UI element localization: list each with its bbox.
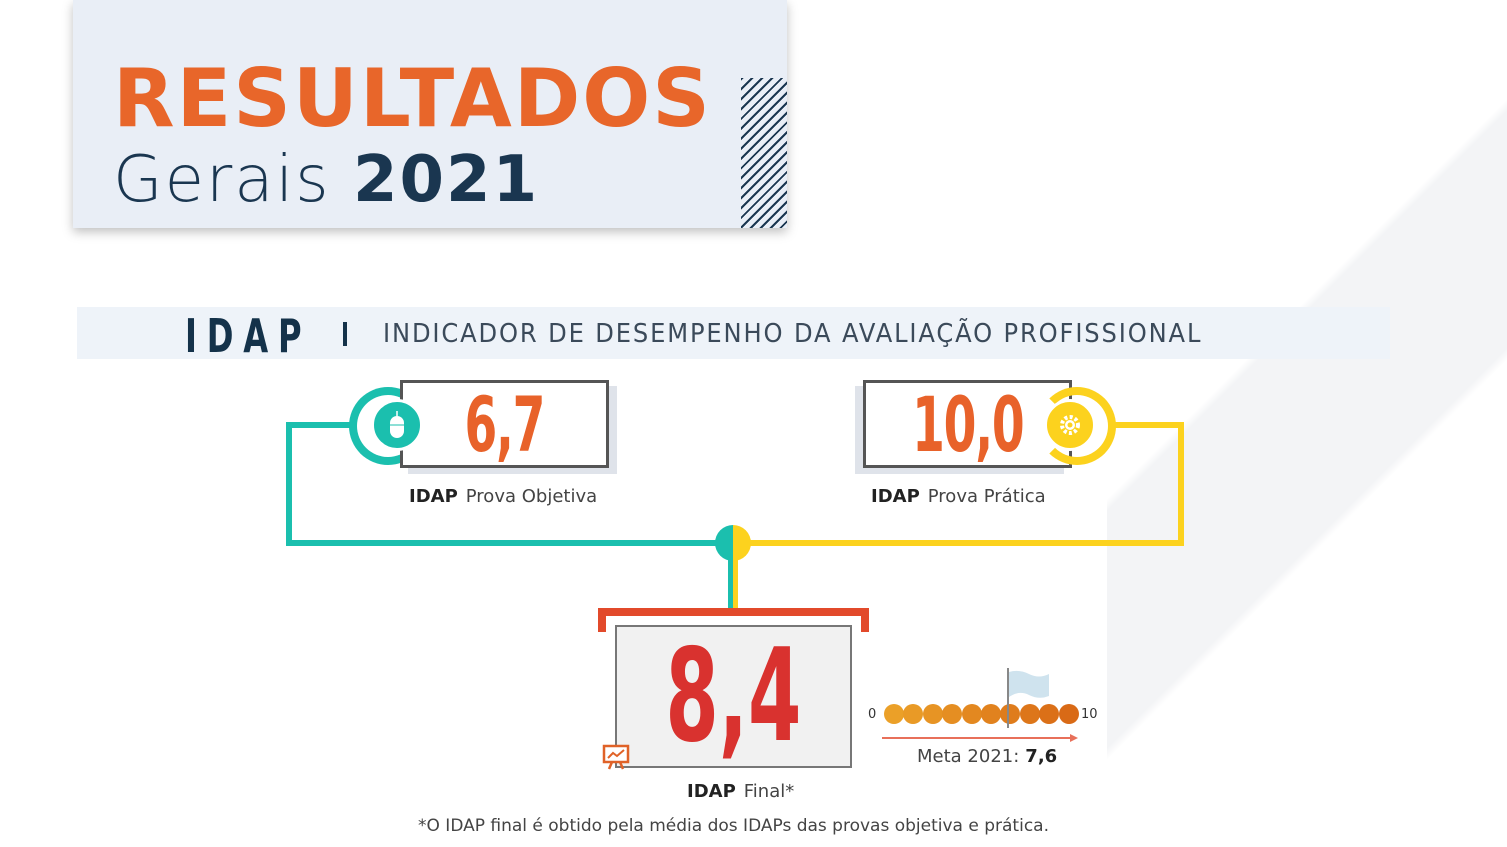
page-title: RESULTADOS — [113, 52, 712, 145]
junction-node — [715, 525, 751, 561]
mouse-icon — [371, 399, 423, 451]
label-bold: IDAP — [409, 486, 458, 507]
label-text: Prova Prática — [927, 486, 1046, 507]
final-label: IDAP Final* — [687, 781, 794, 802]
banner-separator — [343, 322, 347, 346]
hatch-decoration — [741, 78, 787, 228]
objetiva-score-box: 6,7 — [400, 379, 609, 469]
scale-dot — [1000, 704, 1021, 724]
arrow-head — [1070, 734, 1078, 742]
banner-description: INDICADOR DE DESEMPENHO DA AVALIAÇÃO PRO… — [383, 319, 1203, 349]
scale-max: 10 — [1081, 707, 1098, 722]
flag-icon — [1006, 668, 1052, 735]
meta-label: Meta 2021: — [917, 746, 1020, 767]
scale-arrow — [882, 737, 1072, 739]
title-card: RESULTADOS Gerais 2021 — [73, 0, 787, 228]
page-subtitle: Gerais 2021 — [113, 143, 539, 217]
pratica-label: IDAP Prova Prática — [871, 486, 1046, 507]
scale-dot — [884, 704, 904, 724]
teal-connector — [286, 422, 356, 428]
scale-dot — [922, 704, 943, 724]
scale-dot — [981, 704, 1001, 724]
meta-text: Meta 2021: 7,6 — [917, 746, 1057, 767]
scale-dot — [942, 704, 963, 724]
gear-icon — [1044, 399, 1096, 451]
teal-connector — [286, 422, 292, 546]
meta-value: 7,6 — [1025, 746, 1058, 767]
banner-acronym: IDAP — [185, 309, 312, 363]
objetiva-score: 6,7 — [464, 379, 546, 469]
presentation-chart-icon — [602, 743, 630, 776]
objetiva-label: IDAP Prova Objetiva — [409, 486, 597, 507]
label-text: Final* — [743, 781, 795, 802]
final-score: 8,4 — [665, 622, 802, 771]
yellow-connector — [1110, 422, 1184, 428]
label-text: Prova Objetiva — [465, 486, 598, 507]
subtitle-text: Gerais — [113, 143, 331, 217]
label-bold: IDAP — [871, 486, 920, 507]
vertical-connector — [728, 545, 733, 610]
scale-dot — [1039, 704, 1060, 724]
scale-min: 0 — [868, 707, 877, 722]
idap-banner: IDAP INDICADOR DE DESEMPENHO DA AVALIAÇÃ… — [77, 307, 1390, 363]
yellow-arc — [1038, 387, 1116, 465]
scale-dot — [1019, 704, 1040, 724]
final-bracket — [598, 608, 869, 632]
label-bold: IDAP — [687, 781, 736, 802]
teal-arc — [349, 387, 427, 465]
subtitle-year: 2021 — [352, 143, 540, 217]
yellow-connector — [1178, 422, 1184, 546]
scale-dot — [903, 704, 924, 724]
footnote: *O IDAP final é obtido pela média dos ID… — [418, 816, 1049, 836]
scale-dot — [1058, 704, 1079, 724]
yellow-connector — [733, 540, 1184, 546]
pratica-score-box: 10,0 — [863, 379, 1072, 469]
final-score-box: 8,4 — [615, 622, 852, 771]
vertical-connector — [733, 545, 738, 610]
scale-dot — [961, 704, 982, 724]
pratica-score: 10,0 — [911, 379, 1025, 469]
teal-connector — [286, 540, 733, 546]
